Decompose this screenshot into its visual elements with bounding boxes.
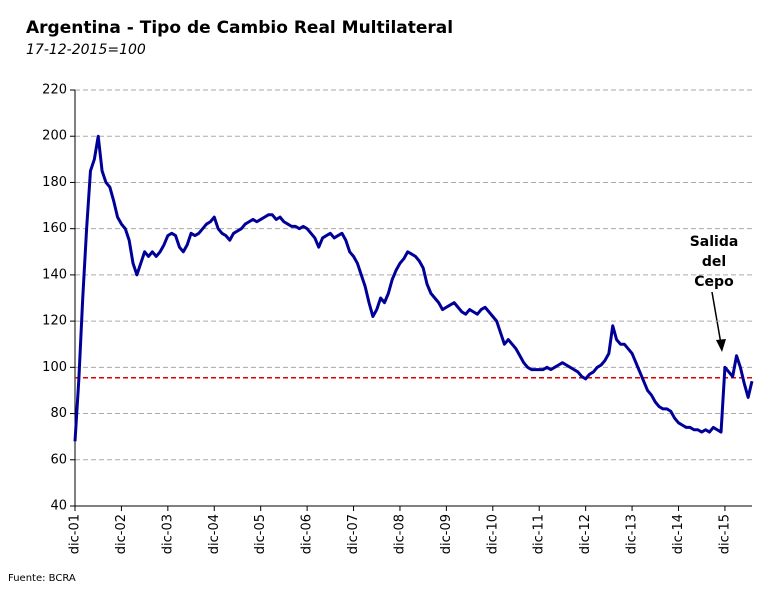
- x-tick-label: dic-05: [253, 514, 268, 554]
- x-tick-label: dic-03: [160, 514, 175, 554]
- x-tick-label: dic-09: [439, 514, 454, 554]
- y-tick-label: 140: [42, 267, 67, 282]
- y-tick-label: 220: [42, 83, 67, 98]
- y-tick-label: 100: [42, 360, 67, 375]
- x-tick-label: dic-13: [625, 514, 640, 554]
- x-tick-label: dic-04: [207, 514, 222, 554]
- chart-title: Argentina - Tipo de Cambio Real Multilat…: [26, 18, 453, 38]
- x-tick-label: dic-01: [68, 514, 83, 554]
- annotation-text: Cepo: [694, 274, 734, 290]
- x-tick-label: dic-12: [578, 514, 593, 554]
- x-tick-label: dic-08: [392, 514, 407, 554]
- x-tick-label: dic-14: [671, 514, 686, 554]
- y-tick-label: 40: [50, 499, 67, 514]
- y-tick-label: 60: [50, 452, 67, 467]
- x-tick-label: dic-06: [300, 514, 315, 554]
- annotation-arrow: [711, 291, 722, 345]
- x-tick-label: dic-07: [346, 514, 361, 554]
- chart-subtitle: 17-12-2015=100: [26, 42, 146, 58]
- annotation-arrowhead: [716, 339, 726, 352]
- y-tick-label: 120: [42, 314, 67, 329]
- y-tick-label: 80: [50, 406, 67, 421]
- source: Fuente: BCRA: [8, 573, 76, 584]
- x-tick-label: dic-15: [717, 514, 732, 554]
- x-tick-label: dic-10: [485, 514, 500, 554]
- y-tick-label: 160: [42, 221, 67, 236]
- series-line: [73, 134, 754, 442]
- y-tick-label: 200: [42, 129, 67, 144]
- x-tick-label: dic-11: [532, 514, 547, 554]
- annotation-text: Salida: [690, 234, 739, 250]
- x-tick-label: dic-02: [114, 514, 129, 554]
- y-tick-label: 180: [42, 175, 67, 190]
- annotation-text: del: [702, 254, 726, 270]
